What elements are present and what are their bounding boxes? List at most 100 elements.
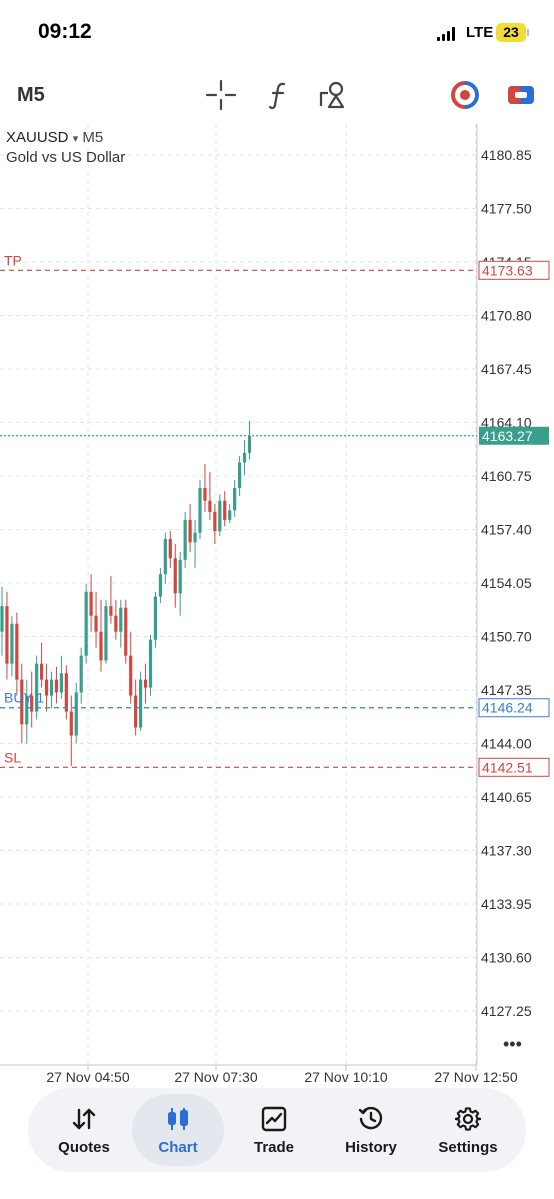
candle-body [228,510,232,520]
nav-trade[interactable]: Trade [228,1094,320,1166]
level-price-box [478,260,550,280]
symbol-header[interactable]: XAUUSD ▾ M5 [6,129,103,146]
level-price-label: 4142.51 [482,759,533,775]
status-time: 09:12 [38,20,92,43]
candle-body [183,519,187,560]
x-tick-label: 27 Nov 04:50 [46,1069,129,1085]
bottom-nav: Quotes Chart Trade History Settings [28,1088,526,1172]
level-label: SL [4,749,21,765]
candle-body [104,606,108,661]
candle-body [89,591,93,616]
one-click-trading-icon[interactable] [448,78,482,112]
candle-body [69,711,73,736]
y-tick-label: 4157.40 [481,522,532,538]
nav-quotes-label: Quotes [58,1139,110,1156]
y-tick-label: 4127.25 [481,1003,532,1019]
symbol-description: Gold vs US Dollar [6,149,126,166]
indicators-f-icon[interactable] [262,78,296,112]
candle-body [163,539,167,575]
y-tick-label: 4133.95 [481,896,532,912]
candle-body [188,519,192,543]
candles-icon [168,1108,188,1130]
candle-body [158,574,162,597]
y-tick-label: 4150.70 [481,629,532,645]
y-tick-label: 4164.10 [481,415,532,431]
x-tick-label: 27 Nov 07:30 [174,1069,257,1085]
settings-gear-icon [455,1107,481,1131]
candle-body [247,435,252,453]
y-tick-label: 4170.80 [481,308,532,324]
nav-settings-label: Settings [438,1139,498,1156]
level-label: BUY 1 [4,690,44,706]
candle-body [153,596,158,640]
order-icon[interactable] [504,78,538,112]
candle-body [35,663,39,712]
y-tick-label: 4167.45 [481,361,532,377]
level-price-box [478,757,550,777]
chart-toolbar: M5 [0,66,554,124]
candle-body [178,559,182,594]
candle-body [114,615,118,632]
battery-icon: 23 [496,23,526,42]
candle-body [124,607,128,656]
candle-body [168,539,172,559]
quotes-arrows-icon [72,1108,96,1130]
y-tick-label: 4177.50 [481,201,532,217]
candle-body [44,679,49,696]
more-options-button[interactable]: ••• [503,1034,522,1054]
nav-settings[interactable]: Settings [422,1094,514,1166]
level-label: TP [4,252,22,268]
candle-body [213,511,217,532]
timeframe-button[interactable]: M5 [17,84,45,106]
candle-body [218,500,222,532]
nav-trade-label: Trade [253,1139,295,1156]
candle-body [139,679,143,728]
candle-body [148,639,153,688]
network-type: LTE [466,24,494,41]
symbol-dropdown-icon[interactable]: ▾ [72,133,79,145]
candle-body [5,606,9,664]
candle-body [109,606,113,616]
nav-chart[interactable]: Chart [132,1094,224,1166]
candle-body [20,679,24,725]
nav-chart-label: Chart [158,1139,198,1156]
nav-history[interactable]: History [325,1094,417,1166]
candle-body [94,615,98,632]
crosshair-icon[interactable] [204,78,238,112]
candle-body [15,623,19,680]
candle-body [10,623,14,664]
symbol-ticker: XAUUSD [6,129,69,146]
x-tick-label: 27 Nov 10:10 [304,1069,387,1085]
objects-icon[interactable] [316,78,350,112]
x-tick-label: 27 Nov 12:50 [434,1069,517,1085]
nav-history-label: History [345,1139,397,1156]
candle-body [173,558,177,594]
signal-icon [437,27,457,41]
trade-chart-icon [261,1106,287,1132]
level-price-box [478,698,550,718]
candle-body [64,673,68,712]
candle-body [59,673,63,693]
y-tick-label: 4140.65 [481,789,532,805]
y-tick-label: 4154.05 [481,575,532,591]
candle-body [99,631,103,661]
nav-quotes[interactable]: Quotes [38,1094,130,1166]
y-tick-label: 4160.75 [481,468,532,484]
y-tick-label: 4130.60 [481,950,532,966]
candle-body [203,487,207,501]
candle-body [54,679,59,693]
price-chart[interactable]: 4180.854177.504174.154170.804167.454164.… [0,124,554,1090]
current-price-label: 4163.27 [482,428,533,444]
level-price-label: 4146.24 [482,700,533,716]
candle-body [193,532,197,543]
candle-body [84,591,88,656]
candle-body [233,487,237,511]
candle-body [74,692,78,736]
candle-body [238,462,242,488]
candle-body [223,500,227,520]
candle-body [0,606,4,632]
symbol-timeframe: M5 [82,129,104,146]
status-bar: 09:12 LTE 23 [0,0,554,66]
candle-body [119,607,123,632]
y-tick-label: 4144.00 [481,736,532,752]
